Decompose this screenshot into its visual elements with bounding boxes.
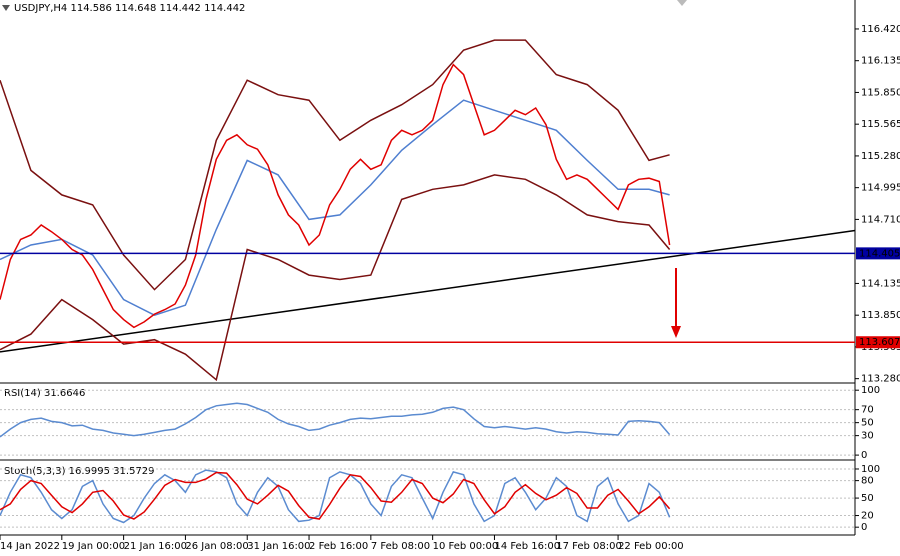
y-tick-label: 114.995 bbox=[861, 183, 900, 194]
y-tick-label: 100 bbox=[861, 385, 880, 396]
level-label: 114.405 bbox=[859, 248, 900, 259]
series-line bbox=[0, 402, 671, 438]
y-tick-label: 50 bbox=[861, 418, 874, 429]
x-tick-label: 10 Feb 00:00 bbox=[433, 541, 499, 552]
annotation-arrow bbox=[671, 268, 681, 338]
x-tick-label: 26 Jan 08:00 bbox=[185, 541, 248, 552]
series-line bbox=[0, 63, 671, 329]
y-tick-label: 116.420 bbox=[861, 24, 900, 35]
x-tick-label: 22 Feb 00:00 bbox=[618, 541, 684, 552]
trendline bbox=[0, 229, 856, 353]
panel-title: RSI(14) 31.6646 bbox=[4, 388, 85, 399]
series-line bbox=[0, 174, 671, 382]
y-tick-label: 115.280 bbox=[861, 151, 900, 162]
y-tick-label: 113.850 bbox=[861, 310, 900, 321]
level-tag bbox=[856, 247, 900, 260]
y-tick-label: 113.280 bbox=[861, 374, 900, 385]
x-tick-label: 14 Jan 2022 bbox=[0, 541, 60, 552]
y-tick-label: 30 bbox=[861, 431, 874, 442]
series-line bbox=[0, 99, 670, 317]
x-tick-label: 31 Jan 16:00 bbox=[247, 541, 310, 552]
series-line bbox=[0, 39, 670, 291]
shift-marker bbox=[677, 0, 687, 6]
y-tick-label: 115.850 bbox=[861, 87, 900, 98]
chart-title: USDJPY,H4 114.586 114.648 114.442 114.44… bbox=[14, 3, 245, 14]
x-tick-label: 7 Feb 08:00 bbox=[371, 541, 430, 552]
y-tick-label: 80 bbox=[861, 476, 874, 487]
y-tick-label: 115.565 bbox=[861, 119, 900, 130]
series-line bbox=[0, 469, 671, 524]
y-tick-label: 0 bbox=[861, 522, 867, 533]
y-tick-label: 114.710 bbox=[861, 214, 900, 225]
level-tag bbox=[856, 336, 900, 349]
x-tick-label: 19 Jan 00:00 bbox=[62, 541, 125, 552]
x-tick-label: 17 Feb 08:00 bbox=[556, 541, 622, 552]
y-tick-label: 70 bbox=[861, 405, 874, 416]
y-tick-label: 114.135 bbox=[861, 278, 900, 289]
y-tick-label: 0 bbox=[861, 450, 867, 461]
x-tick-label: 2 Feb 16:00 bbox=[309, 541, 368, 552]
x-tick-label: 21 Jan 16:00 bbox=[124, 541, 187, 552]
arrow-head bbox=[671, 326, 681, 338]
y-tick-label: 50 bbox=[861, 493, 874, 504]
level-label: 113.607 bbox=[859, 337, 900, 348]
y-tick-label: 100 bbox=[861, 464, 880, 475]
x-tick-label: 14 Feb 16:00 bbox=[494, 541, 560, 552]
panel-title: Stoch(5,3,3) 16.9995 31.5729 bbox=[4, 466, 155, 477]
y-tick-label: 20 bbox=[861, 511, 874, 522]
symbol-icon bbox=[2, 5, 10, 11]
series-line bbox=[0, 471, 671, 520]
y-tick-label: 116.135 bbox=[861, 56, 900, 67]
